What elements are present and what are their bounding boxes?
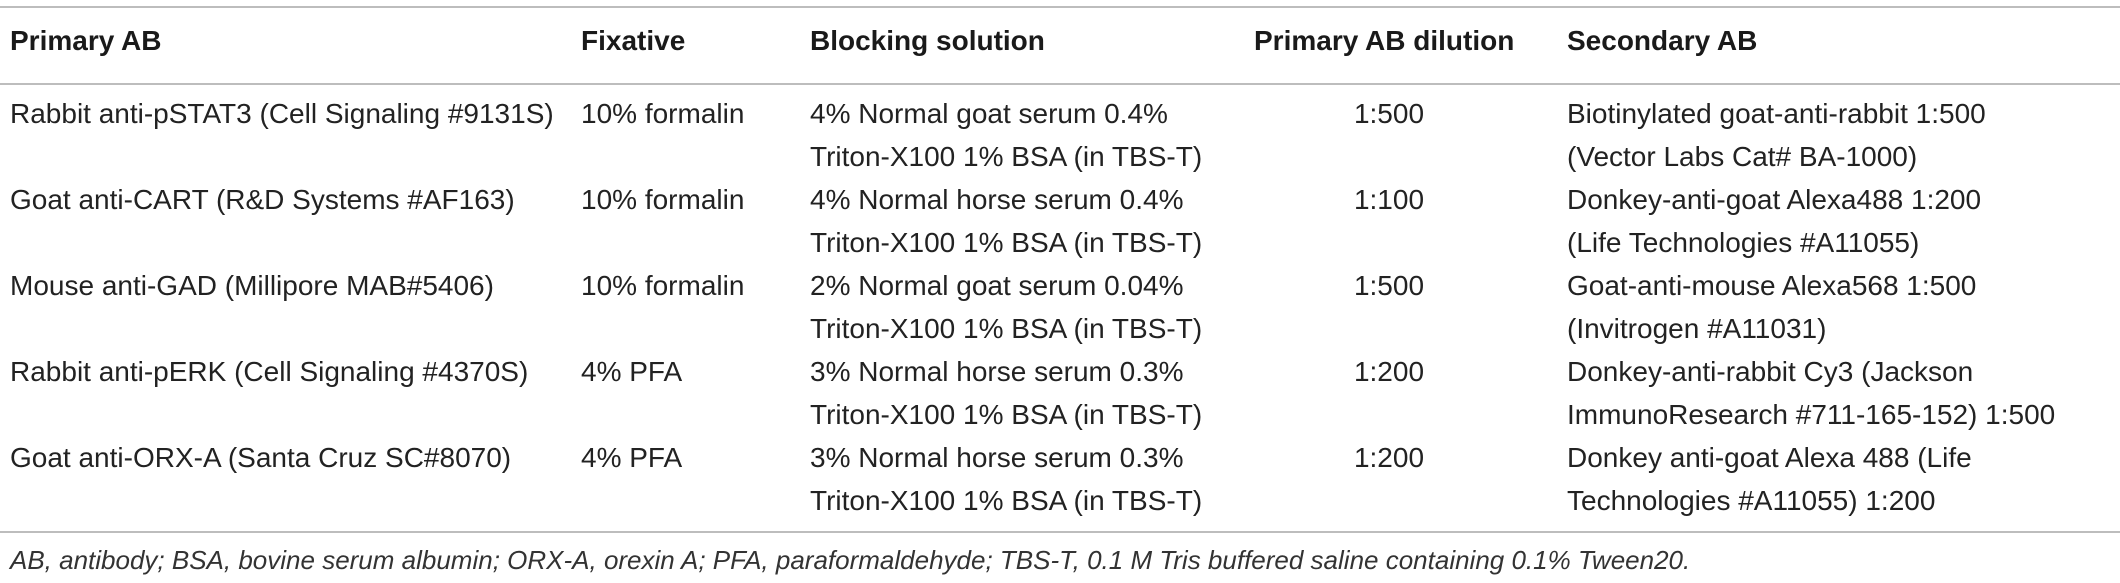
row-4-primary-ab: Rabbit anti-pERK (Cell Signaling #4370S) [10,356,529,387]
table-footnote: AB, antibody; BSA, bovine serum albumin;… [10,545,1691,575]
row-1-dilution: 1:500 [1353,98,1425,129]
header-secondary-ab: Secondary AB [1567,25,1758,56]
row-5-blocking-line2: Triton-X100 1% BSA (in TBS-T) [810,485,1203,516]
row-5-fixative: 4% PFA [581,442,683,473]
row-1-primary-ab: Rabbit anti-pSTAT3 (Cell Signaling #9131… [10,98,554,129]
header-blocking-solution: Blocking solution [810,25,1045,56]
header-fixative: Fixative [581,25,686,56]
row-5-secondary-line1: Donkey anti-goat Alexa 488 (Life [1567,442,1972,473]
row-2-blocking-line1: 4% Normal horse serum 0.4% [810,184,1184,215]
row-1-blocking-line1: 4% Normal goat serum 0.4% [810,98,1168,129]
row-2-secondary-line2: (Life Technologies #A11055) [1567,227,1920,258]
row-3-fixative: 10% formalin [581,270,745,301]
row-4-blocking-line1: 3% Normal horse serum 0.3% [810,356,1184,387]
row-4-secondary-line2: ImmunoResearch #711-165-152) 1:500 [1567,399,2056,430]
row-1-secondary-line2: (Vector Labs Cat# BA-1000) [1567,141,1918,172]
row-2-primary-ab: Goat anti-CART (R&D Systems #AF163) [10,184,515,215]
row-3-secondary-line2: (Invitrogen #A11031) [1567,313,1827,344]
row-5-dilution: 1:200 [1353,442,1425,473]
row-2-dilution: 1:100 [1353,184,1425,215]
row-3-dilution: 1:500 [1353,270,1425,301]
row-5-primary-ab: Goat anti-ORX-A (Santa Cruz SC#8070) [10,442,512,473]
row-1-fixative: 10% formalin [581,98,745,129]
row-1-blocking-line2: Triton-X100 1% BSA (in TBS-T) [810,141,1203,172]
header-primary-ab: Primary AB [10,25,162,56]
row-3-primary-ab: Mouse anti-GAD (Millipore MAB#5406) [10,270,494,301]
row-4-fixative: 4% PFA [581,356,683,387]
row-4-secondary-line1: Donkey-anti-rabbit Cy3 (Jackson [1567,356,1974,387]
row-3-secondary-line1: Goat-anti-mouse Alexa568 1:500 [1567,270,1977,301]
row-1-secondary-line1: Biotinylated goat-anti-rabbit 1:500 [1567,98,1986,129]
table-header-rule [0,83,2120,85]
row-2-fixative: 10% formalin [581,184,745,215]
header-primary-ab-dilution: Primary AB dilution [1254,25,1515,56]
row-2-blocking-line2: Triton-X100 1% BSA (in TBS-T) [810,227,1203,258]
row-4-dilution: 1:200 [1353,356,1425,387]
row-3-blocking-line2: Triton-X100 1% BSA (in TBS-T) [810,313,1203,344]
row-4-blocking-line2: Triton-X100 1% BSA (in TBS-T) [810,399,1203,430]
table-bottom-rule [0,531,2120,533]
row-2-secondary-line1: Donkey-anti-goat Alexa488 1:200 [1567,184,1982,215]
row-5-secondary-line2: Technologies #A11055) 1:200 [1567,485,1936,516]
table-top-rule [0,6,2120,8]
row-3-blocking-line1: 2% Normal goat serum 0.04% [810,270,1184,301]
row-5-blocking-line1: 3% Normal horse serum 0.3% [810,442,1184,473]
